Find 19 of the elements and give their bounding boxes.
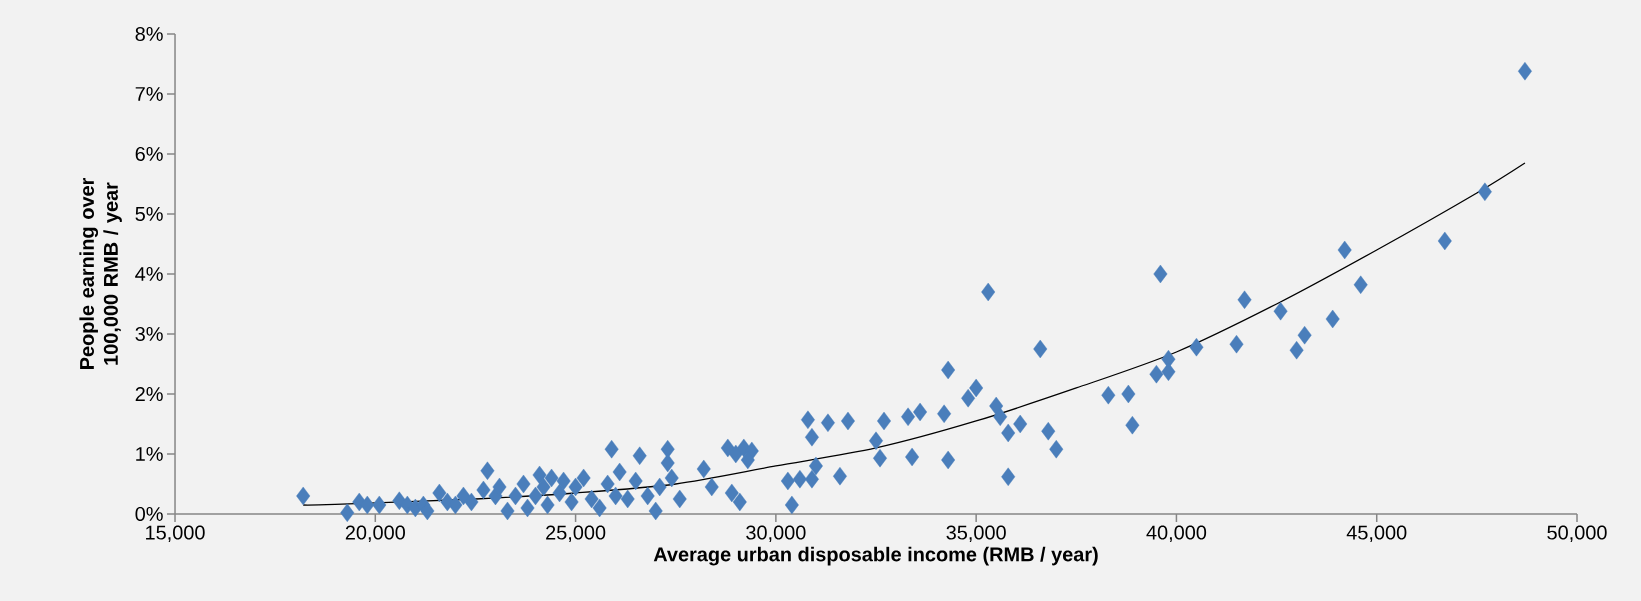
y-tick-label: 3% — [135, 326, 163, 342]
y-tick-label: 5% — [135, 206, 163, 221]
y-axis-title: People earning over 100,000 RMB / year — [79, 177, 122, 369]
x-tick-label: 25,000 — [546, 525, 606, 542]
y-tick-label: 2% — [135, 386, 163, 401]
x-axis-title: Average urban disposable income (RMB / year) — [653, 546, 1098, 566]
y-tick-label: 0% — [135, 506, 163, 522]
y-tick-label: 4% — [135, 267, 163, 281]
x-tick-label: 35,000 — [946, 525, 1006, 542]
y-tick-label: 6% — [135, 146, 163, 162]
x-tick-label: 40,000 — [1146, 525, 1207, 542]
x-tick-label: 30,000 — [746, 525, 806, 542]
y-tick-label: 1% — [136, 447, 163, 461]
y-tick-label: 7% — [135, 87, 163, 101]
y-tick-label: 8% — [135, 26, 163, 42]
x-tick-label: 15,000 — [146, 525, 205, 542]
x-tick-label: 20,000 — [345, 525, 405, 542]
x-tick-label: 45,000 — [1346, 525, 1407, 542]
x-tick-label: 50,000 — [1547, 525, 1607, 542]
